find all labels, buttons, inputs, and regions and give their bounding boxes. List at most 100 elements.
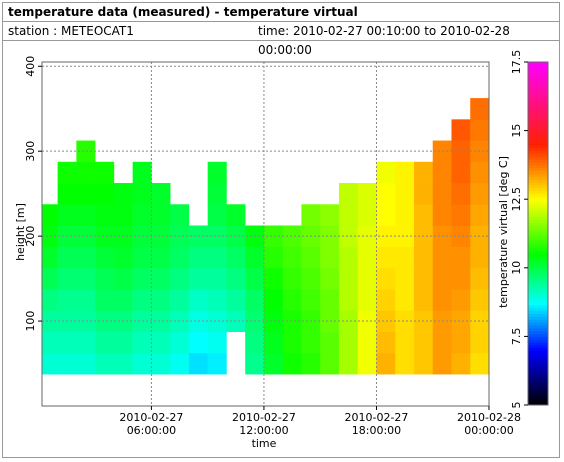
colorbar-strip	[528, 127, 548, 132]
colorbar-strip	[528, 253, 548, 257]
colorbar-strip	[528, 330, 548, 335]
heat-cell	[338, 246, 359, 269]
heat-cell	[320, 331, 340, 354]
heat-cell	[357, 267, 377, 290]
y-tick-label: 200	[24, 226, 37, 247]
heat-cell	[207, 331, 227, 354]
colorbar-strip	[528, 333, 548, 337]
x-tick-label: 2010-02-28 00:00:00	[457, 411, 521, 437]
x-axis-label: time	[252, 437, 277, 450]
heat-cell	[245, 331, 265, 354]
heat-cell	[226, 204, 246, 226]
heat-cell	[113, 289, 133, 311]
colorbar-tick-label: 7.5	[510, 328, 523, 346]
heat-cell	[451, 310, 471, 332]
heat-cell	[357, 204, 377, 226]
heat-cell	[226, 246, 246, 269]
heat-cell	[76, 204, 96, 226]
colorbar-strip	[528, 302, 548, 306]
colorbar-strip	[528, 82, 548, 86]
colorbar-strip	[528, 310, 548, 315]
heat-cell	[395, 267, 415, 290]
colorbar-strip	[528, 393, 548, 397]
heat-cell	[76, 352, 96, 375]
colorbar-strip	[528, 133, 548, 137]
heat-cell	[151, 225, 171, 248]
heat-cell	[432, 352, 452, 375]
heat-cell	[95, 246, 115, 269]
heat-cell	[451, 225, 471, 248]
heat-cell	[470, 267, 490, 290]
colorbar-strip	[528, 319, 548, 323]
y-tick-label: 100	[24, 311, 37, 332]
title: temperature data (measured) - temperatur…	[3, 3, 559, 22]
colorbar-strip	[528, 273, 548, 277]
heat-cell	[188, 246, 208, 269]
y-axis-label: height [m]	[14, 203, 27, 261]
colorbar-strip	[528, 139, 548, 143]
heat-cell	[451, 289, 471, 311]
heat-cell	[470, 204, 490, 226]
heat-cell	[282, 352, 302, 375]
colorbar-strip	[528, 199, 548, 203]
colorbar-strip	[528, 62, 548, 66]
heat-cell	[95, 289, 115, 311]
heat-cell	[320, 267, 340, 290]
heat-cell	[113, 352, 133, 375]
colorbar-strip	[528, 296, 548, 300]
heat-cell	[132, 352, 152, 375]
heat-cell	[470, 161, 490, 184]
colorbar-strip	[528, 304, 548, 309]
heat-cell	[338, 183, 359, 205]
heat-cell	[376, 204, 396, 226]
colorbar-strip	[528, 204, 548, 209]
heat-cell	[338, 310, 359, 332]
heat-cell	[170, 331, 190, 354]
colorbar-strip	[528, 167, 548, 172]
colorbar-strip	[528, 190, 548, 194]
colorbar-strip	[528, 242, 548, 246]
heat-cell	[263, 310, 283, 332]
heat-cell	[376, 352, 396, 375]
heat-cell	[57, 246, 77, 269]
heat-cell	[113, 331, 133, 354]
heat-cell	[95, 161, 115, 184]
heat-cell	[282, 225, 302, 248]
heat-cell	[42, 331, 58, 354]
heat-cell	[395, 310, 415, 332]
heat-cell	[207, 352, 227, 375]
colorbar-strip	[528, 156, 548, 160]
x-tick-label: 2010-02-27 18:00:00	[344, 411, 409, 437]
heat-cell	[301, 267, 321, 290]
heat-cell	[57, 331, 77, 354]
heat-cell	[245, 246, 265, 269]
heat-cell	[470, 183, 490, 205]
colorbar-strip	[528, 276, 548, 280]
station: station : METEOCAT1	[8, 24, 134, 38]
heat-cell	[357, 246, 377, 269]
heat-cell	[132, 246, 152, 269]
heat-cell	[132, 289, 152, 311]
colorbar-strip	[528, 219, 548, 223]
heat-cell	[413, 331, 434, 354]
colorbar-strip	[528, 173, 548, 177]
colorbar-strip	[528, 93, 548, 97]
info-row: station : METEOCAT1 time: 2010-02-27 00:…	[3, 22, 559, 57]
plot-frame	[41, 61, 490, 407]
heat-cell	[76, 267, 96, 290]
colorbar-label: temperature virtual [deg C]	[497, 156, 510, 308]
heat-cell	[263, 267, 283, 290]
heat-cell	[432, 267, 452, 290]
colorbar-tick-label: 17.5	[510, 50, 523, 75]
heat-cell	[132, 204, 152, 226]
heat-cell	[376, 246, 396, 269]
heat-cell	[470, 119, 490, 141]
heat-cell	[451, 161, 471, 184]
colorbar-strip	[528, 387, 548, 392]
heat-cell	[132, 161, 152, 184]
colorbar-strip	[528, 264, 548, 269]
colorbar-strip	[528, 107, 548, 112]
heat-cell	[451, 183, 471, 205]
heat-cell	[451, 352, 471, 375]
